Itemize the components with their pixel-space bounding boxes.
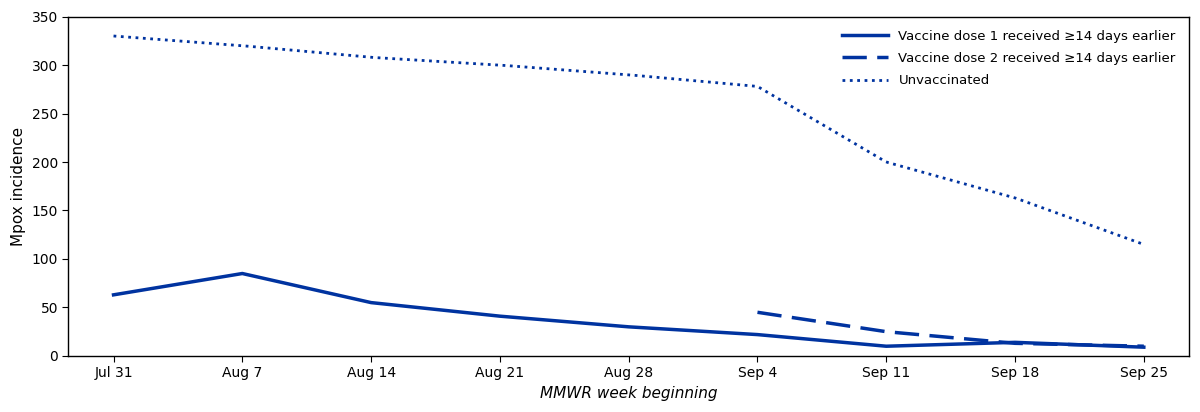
Vaccine dose 1 received ≥14 days earlier bbox=[750, 332, 764, 337]
Vaccine dose 1 received ≥14 days earlier bbox=[364, 300, 378, 305]
Unvaccinated bbox=[602, 71, 617, 76]
Y-axis label: Mpox incidence: Mpox incidence bbox=[11, 127, 26, 246]
Vaccine dose 1 received ≥14 days earlier bbox=[622, 324, 636, 329]
Vaccine dose 1 received ≥14 days earlier bbox=[1136, 345, 1151, 350]
Line: Unvaccinated: Unvaccinated bbox=[114, 36, 1144, 244]
Unvaccinated bbox=[107, 33, 121, 38]
Unvaccinated bbox=[950, 180, 965, 185]
Vaccine dose 1 received ≥14 days earlier bbox=[880, 344, 894, 349]
Unvaccinated bbox=[664, 76, 678, 81]
Unvaccinated bbox=[595, 70, 610, 75]
Vaccine dose 1 received ≥14 days earlier bbox=[1008, 340, 1022, 345]
Vaccine dose 2 received ≥14 days earlier bbox=[750, 310, 764, 315]
X-axis label: MMWR week beginning: MMWR week beginning bbox=[540, 386, 718, 401]
Legend: Vaccine dose 1 received ≥14 days earlier, Vaccine dose 2 received ≥14 days earli: Vaccine dose 1 received ≥14 days earlier… bbox=[835, 23, 1182, 94]
Line: Vaccine dose 1 received ≥14 days earlier: Vaccine dose 1 received ≥14 days earlier bbox=[114, 274, 1144, 347]
Vaccine dose 2 received ≥14 days earlier bbox=[1136, 344, 1151, 349]
Unvaccinated bbox=[1136, 242, 1151, 247]
Line: Vaccine dose 2 received ≥14 days earlier: Vaccine dose 2 received ≥14 days earlier bbox=[757, 312, 1144, 346]
Unvaccinated bbox=[720, 81, 734, 86]
Vaccine dose 1 received ≥14 days earlier bbox=[493, 314, 508, 318]
Vaccine dose 1 received ≥14 days earlier bbox=[107, 293, 121, 297]
Vaccine dose 1 received ≥14 days earlier bbox=[235, 271, 250, 276]
Vaccine dose 2 received ≥14 days earlier bbox=[880, 329, 894, 334]
Vaccine dose 2 received ≥14 days earlier bbox=[1008, 341, 1022, 346]
Unvaccinated bbox=[1112, 233, 1127, 238]
